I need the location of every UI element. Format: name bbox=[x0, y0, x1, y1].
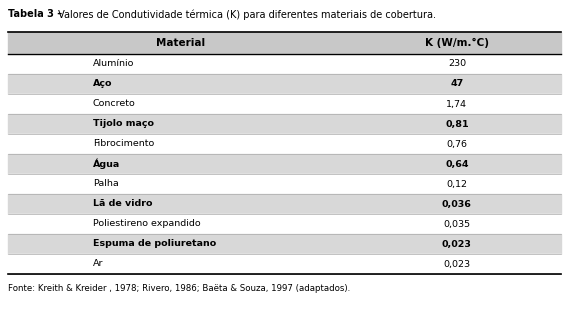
Bar bbox=[8, 54, 561, 74]
Text: 0,76: 0,76 bbox=[447, 139, 467, 149]
Text: 0,023: 0,023 bbox=[443, 260, 471, 269]
Text: 230: 230 bbox=[448, 60, 466, 69]
Text: 0,12: 0,12 bbox=[447, 179, 467, 188]
Text: 47: 47 bbox=[450, 80, 464, 89]
Text: 0,036: 0,036 bbox=[442, 199, 472, 208]
Text: Material: Material bbox=[156, 38, 205, 48]
Text: 1,74: 1,74 bbox=[447, 100, 467, 109]
Text: Água: Água bbox=[93, 159, 120, 169]
Bar bbox=[8, 194, 561, 214]
Text: 0,035: 0,035 bbox=[443, 220, 471, 228]
Bar bbox=[8, 74, 561, 94]
Text: Ar: Ar bbox=[93, 260, 104, 269]
Text: Fonte: Kreith & Kreider , 1978; Rivero, 1986; Baëta & Souza, 1997 (adaptados).: Fonte: Kreith & Kreider , 1978; Rivero, … bbox=[8, 284, 351, 293]
Text: Valores de Condutividade térmica (K) para diferentes materiais de cobertura.: Valores de Condutividade térmica (K) par… bbox=[55, 9, 436, 19]
Text: 0,81: 0,81 bbox=[445, 119, 469, 129]
Text: Espuma de poliuretano: Espuma de poliuretano bbox=[93, 240, 216, 248]
Text: Tijolo maço: Tijolo maço bbox=[93, 119, 154, 129]
Text: Aço: Aço bbox=[93, 80, 113, 89]
Bar bbox=[8, 214, 561, 234]
Bar bbox=[8, 254, 561, 274]
Bar bbox=[8, 134, 561, 154]
Text: Fibrocimento: Fibrocimento bbox=[93, 139, 154, 149]
Bar bbox=[8, 234, 561, 254]
Text: Lã de vidro: Lã de vidro bbox=[93, 199, 152, 208]
Text: Concreto: Concreto bbox=[93, 100, 136, 109]
Bar bbox=[8, 114, 561, 134]
Text: 0,023: 0,023 bbox=[442, 240, 472, 248]
Bar bbox=[8, 94, 561, 114]
Text: Poliestireno expandido: Poliestireno expandido bbox=[93, 220, 201, 228]
Bar bbox=[8, 174, 561, 194]
Text: Tabela 3 –: Tabela 3 – bbox=[8, 9, 62, 19]
Bar bbox=[8, 154, 561, 174]
Text: K (W/m.°C): K (W/m.°C) bbox=[425, 38, 489, 48]
Bar bbox=[8, 32, 561, 54]
Text: 0,64: 0,64 bbox=[445, 159, 469, 168]
Text: Alumínio: Alumínio bbox=[93, 60, 134, 69]
Text: Palha: Palha bbox=[93, 179, 119, 188]
